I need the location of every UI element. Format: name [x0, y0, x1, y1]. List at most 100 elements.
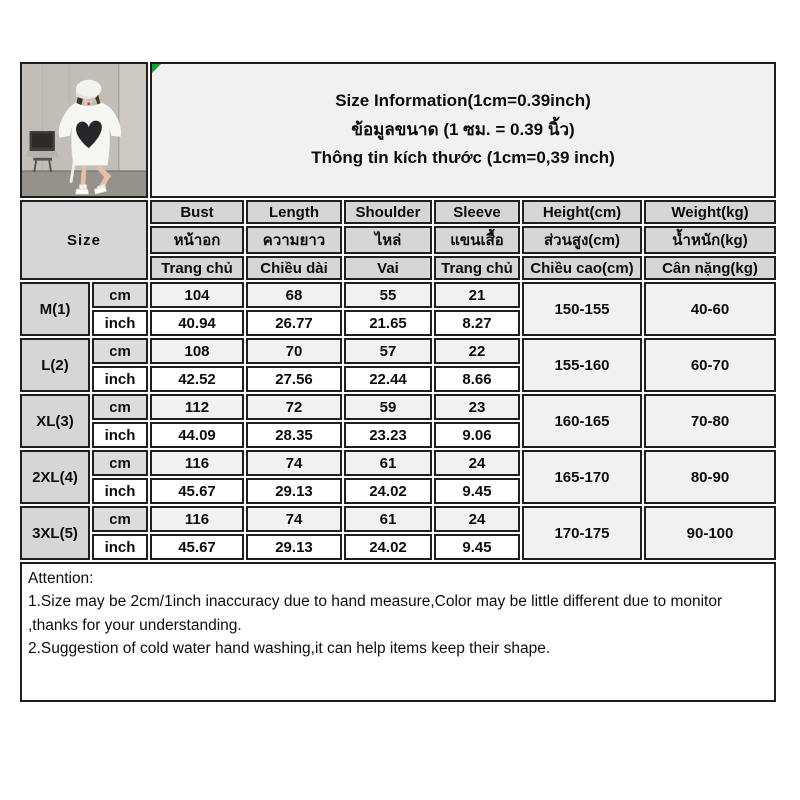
size-label: L(2) [20, 338, 90, 392]
sleeve-cm: 24 [434, 506, 520, 532]
col-header-shoulder: Shoulder [344, 200, 432, 224]
col-header-shoulder-th: ไหล่ [344, 226, 432, 254]
bust-cm: 112 [150, 394, 244, 420]
unit-inch-cell: inch [92, 478, 148, 504]
bust-inch: 44.09 [150, 422, 244, 448]
length-cm: 72 [246, 394, 342, 420]
col-header-bust: Bust [150, 200, 244, 224]
col-header-length: Length [246, 200, 342, 224]
attention-row: Attention: 1.Size may be 2cm/1inch inacc… [20, 562, 776, 702]
shoulder-inch: 23.23 [344, 422, 432, 448]
size-row-xl-cm: XL(3) cm 112 72 59 23 160-165 70-80 [20, 394, 776, 448]
col-header-length-vi: Chiều dài [246, 256, 342, 280]
size-row-m-cm: M(1) cm 104 68 55 21 150-155 40-60 [20, 282, 776, 336]
bust-inch: 42.52 [150, 366, 244, 392]
sleeve-cm: 22 [434, 338, 520, 364]
size-row-l-cm: L(2) cm 108 70 57 22 155-160 60-70 [20, 338, 776, 392]
size-row-l-inch: inch 42.52 27.56 22.44 8.66 [20, 366, 776, 392]
unit-inch-cell: inch [92, 310, 148, 336]
weight-range: 90-100 [644, 506, 776, 560]
length-inch: 29.13 [246, 478, 342, 504]
height-range: 155-160 [522, 338, 642, 392]
length-cm: 74 [246, 450, 342, 476]
size-label: M(1) [20, 282, 90, 336]
title-thai: ข้อมูลขนาด (1 ซม. = 0.39 นิ้ว) [351, 119, 575, 139]
size-label: 2XL(4) [20, 450, 90, 504]
bust-cm: 116 [150, 450, 244, 476]
shoulder-cm: 61 [344, 506, 432, 532]
col-header-weight-th: น้ำหนัก(kg) [644, 226, 776, 254]
unit-cm-cell: cm [92, 394, 148, 420]
unit-cm-cell: cm [92, 506, 148, 532]
sleeve-inch: 8.66 [434, 366, 520, 392]
size-label: XL(3) [20, 394, 90, 448]
length-inch: 27.56 [246, 366, 342, 392]
height-range: 160-165 [522, 394, 642, 448]
length-inch: 26.77 [246, 310, 342, 336]
weight-range: 80-90 [644, 450, 776, 504]
length-cm: 68 [246, 282, 342, 308]
shoulder-inch: 22.44 [344, 366, 432, 392]
length-inch: 29.13 [246, 534, 342, 560]
attention-line-2: 2.Suggestion of cold water hand washing,… [28, 639, 551, 657]
size-chart-page: Size Information(1cm=0.39inch) ข้อมูลขนา… [18, 60, 778, 704]
size-row-m-inch: inch 40.94 26.77 21.65 8.27 [20, 310, 776, 336]
shoulder-inch: 24.02 [344, 478, 432, 504]
title-vietnamese: Thông tin kích thước (1cm=0,39 inch) [311, 148, 615, 168]
col-header-sleeve-th: แขนเสื้อ [434, 226, 520, 254]
sleeve-inch: 9.45 [434, 478, 520, 504]
length-cm: 74 [246, 506, 342, 532]
size-row-2xl-cm: 2XL(4) cm 116 74 61 24 165-170 80-90 [20, 450, 776, 504]
length-inch: 28.35 [246, 422, 342, 448]
product-photo-illustration [22, 64, 146, 196]
size-row-3xl-cm: 3XL(5) cm 116 74 61 24 170-175 90-100 [20, 506, 776, 560]
col-header-bust-th: หน้าอก [150, 226, 244, 254]
sleeve-inch: 9.06 [434, 422, 520, 448]
col-header-length-th: ความยาว [246, 226, 342, 254]
size-row-3xl-inch: inch 45.67 29.13 24.02 9.45 [20, 534, 776, 560]
title-english: Size Information(1cm=0.39inch) [335, 90, 591, 110]
col-header-height-th: ส่วนสูง(cm) [522, 226, 642, 254]
col-header-bust-vi: Trang chủ [150, 256, 244, 280]
sleeve-inch: 9.45 [434, 534, 520, 560]
title-row: Size Information(1cm=0.39inch) ข้อมูลขนา… [20, 62, 776, 198]
title-cell: Size Information(1cm=0.39inch) ข้อมูลขนา… [150, 62, 776, 198]
shoulder-cm: 57 [344, 338, 432, 364]
weight-range: 70-80 [644, 394, 776, 448]
col-header-sleeve-vi: Trang chủ [434, 256, 520, 280]
bust-inch: 40.94 [150, 310, 244, 336]
attention-heading: Attention: [28, 570, 94, 587]
col-header-height: Height(cm) [522, 200, 642, 224]
shoulder-cm: 59 [344, 394, 432, 420]
shoulder-cm: 61 [344, 450, 432, 476]
bust-cm: 104 [150, 282, 244, 308]
size-label: 3XL(5) [20, 506, 90, 560]
shoulder-inch: 21.65 [344, 310, 432, 336]
bust-cm: 116 [150, 506, 244, 532]
header-row-english: Size Bust Length Shoulder Sleeve Height(… [20, 200, 776, 280]
col-header-shoulder-vi: Vai [344, 256, 432, 280]
sleeve-cm: 21 [434, 282, 520, 308]
unit-inch-cell: inch [92, 422, 148, 448]
length-cm: 70 [246, 338, 342, 364]
attention-line-1: 1.Size may be 2cm/1inch inaccuracy due t… [28, 593, 723, 634]
size-row-2xl-inch: inch 45.67 29.13 24.02 9.45 [20, 478, 776, 504]
shoulder-inch: 24.02 [344, 534, 432, 560]
size-header: Size [20, 200, 148, 280]
bust-inch: 45.67 [150, 534, 244, 560]
height-range: 170-175 [522, 506, 642, 560]
unit-inch-cell: inch [92, 366, 148, 392]
col-header-weight-vi: Cân nặng(kg) [644, 256, 776, 280]
sleeve-cm: 23 [434, 394, 520, 420]
weight-range: 60-70 [644, 338, 776, 392]
header-row-thai: หน้าอก ความยาว ไหล่ แขนเสื้อ ส่วนสูง(cm)… [20, 226, 776, 254]
bust-cm: 108 [150, 338, 244, 364]
green-corner-marker-icon [152, 64, 161, 73]
unit-cm-cell: cm [92, 338, 148, 364]
sleeve-inch: 8.27 [434, 310, 520, 336]
unit-inch-cell: inch [92, 534, 148, 560]
shoulder-cm: 55 [344, 282, 432, 308]
col-header-weight: Weight(kg) [644, 200, 776, 224]
header-row-vietnamese: Trang chủ Chiều dài Vai Trang chủ Chiều … [20, 256, 776, 280]
unit-cm-cell: cm [92, 282, 148, 308]
